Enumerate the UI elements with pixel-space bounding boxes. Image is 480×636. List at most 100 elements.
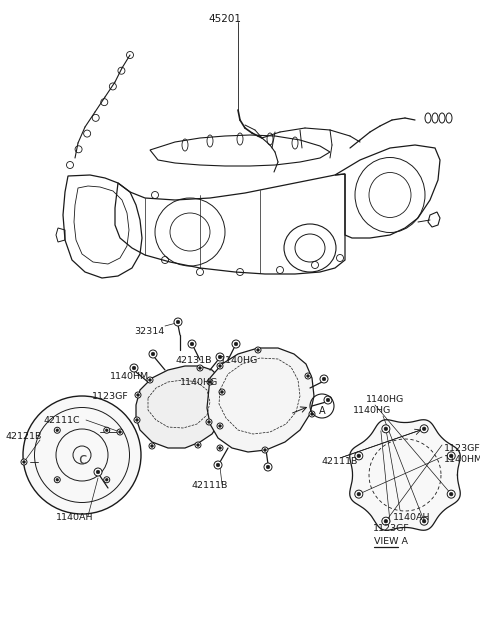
Circle shape	[56, 429, 59, 432]
Circle shape	[188, 340, 196, 348]
Circle shape	[355, 452, 363, 460]
Circle shape	[21, 459, 27, 465]
Circle shape	[382, 425, 390, 433]
Circle shape	[221, 391, 223, 393]
Circle shape	[422, 520, 426, 523]
Circle shape	[132, 366, 136, 370]
Text: 1140HG: 1140HG	[220, 356, 258, 365]
Text: 1140AH: 1140AH	[56, 513, 94, 522]
Text: 1140HG: 1140HG	[180, 378, 218, 387]
Circle shape	[134, 417, 140, 423]
Circle shape	[130, 364, 138, 372]
Circle shape	[23, 460, 25, 464]
Circle shape	[106, 429, 108, 432]
Circle shape	[257, 349, 259, 351]
Text: 1140HM: 1140HM	[110, 372, 149, 381]
Circle shape	[217, 423, 223, 429]
Circle shape	[119, 431, 121, 433]
Circle shape	[174, 318, 182, 326]
Circle shape	[94, 468, 102, 476]
Circle shape	[216, 463, 220, 467]
Circle shape	[217, 363, 223, 369]
Circle shape	[305, 373, 311, 379]
Text: VIEW A: VIEW A	[374, 537, 408, 546]
Circle shape	[106, 478, 108, 481]
Circle shape	[449, 492, 453, 496]
Circle shape	[199, 366, 201, 370]
Circle shape	[151, 352, 155, 356]
Circle shape	[149, 378, 151, 382]
Circle shape	[322, 377, 326, 381]
Circle shape	[384, 520, 388, 523]
Circle shape	[324, 396, 332, 404]
Circle shape	[96, 470, 100, 474]
Text: 42111C: 42111C	[44, 416, 81, 425]
Circle shape	[195, 442, 201, 448]
Circle shape	[264, 463, 272, 471]
Circle shape	[207, 379, 213, 385]
Circle shape	[56, 478, 59, 481]
Circle shape	[190, 342, 194, 346]
Text: 45201: 45201	[208, 14, 241, 24]
Circle shape	[264, 448, 266, 452]
Circle shape	[232, 340, 240, 348]
Circle shape	[117, 429, 123, 435]
Circle shape	[357, 492, 360, 496]
Circle shape	[420, 517, 428, 525]
Polygon shape	[207, 348, 314, 452]
Text: 1140AH: 1140AH	[393, 513, 431, 522]
Text: 1123GF: 1123GF	[444, 444, 480, 453]
Circle shape	[234, 342, 238, 346]
Circle shape	[197, 444, 199, 446]
Circle shape	[311, 413, 313, 415]
Circle shape	[149, 350, 157, 358]
Text: 42121B: 42121B	[6, 432, 42, 441]
Text: 42131B: 42131B	[176, 356, 213, 365]
Circle shape	[382, 517, 390, 525]
Text: 1140HM: 1140HM	[444, 455, 480, 464]
Text: 1123GF: 1123GF	[373, 524, 410, 533]
Circle shape	[219, 446, 221, 450]
Circle shape	[149, 443, 155, 449]
Circle shape	[176, 320, 180, 324]
Circle shape	[357, 454, 360, 458]
Text: 42111B: 42111B	[322, 457, 359, 466]
Text: 1123GF: 1123GF	[92, 392, 129, 401]
Circle shape	[206, 419, 212, 425]
Circle shape	[449, 454, 453, 458]
Text: 1140HG: 1140HG	[366, 395, 404, 404]
Circle shape	[309, 411, 315, 417]
Circle shape	[384, 427, 388, 431]
Circle shape	[208, 420, 210, 424]
Circle shape	[307, 375, 309, 377]
Circle shape	[447, 490, 455, 498]
Circle shape	[197, 365, 203, 371]
Circle shape	[147, 377, 153, 383]
Circle shape	[262, 447, 268, 453]
Circle shape	[219, 389, 225, 395]
Circle shape	[135, 392, 141, 398]
Polygon shape	[350, 420, 460, 530]
Circle shape	[219, 425, 221, 427]
Circle shape	[355, 490, 363, 498]
Circle shape	[104, 427, 110, 433]
Text: A: A	[319, 406, 325, 416]
Circle shape	[320, 375, 328, 383]
Circle shape	[219, 364, 221, 368]
Circle shape	[326, 398, 330, 402]
Text: c: c	[78, 452, 86, 467]
Circle shape	[54, 477, 60, 483]
Circle shape	[209, 381, 211, 384]
Circle shape	[104, 477, 110, 483]
Circle shape	[217, 445, 223, 451]
Text: 32314: 32314	[134, 327, 164, 336]
Circle shape	[266, 465, 270, 469]
Circle shape	[255, 347, 261, 353]
Text: 1140HG: 1140HG	[353, 406, 391, 415]
Circle shape	[420, 425, 428, 433]
Circle shape	[216, 353, 224, 361]
Circle shape	[422, 427, 426, 431]
Circle shape	[136, 418, 138, 421]
Circle shape	[54, 427, 60, 433]
Circle shape	[137, 394, 139, 396]
